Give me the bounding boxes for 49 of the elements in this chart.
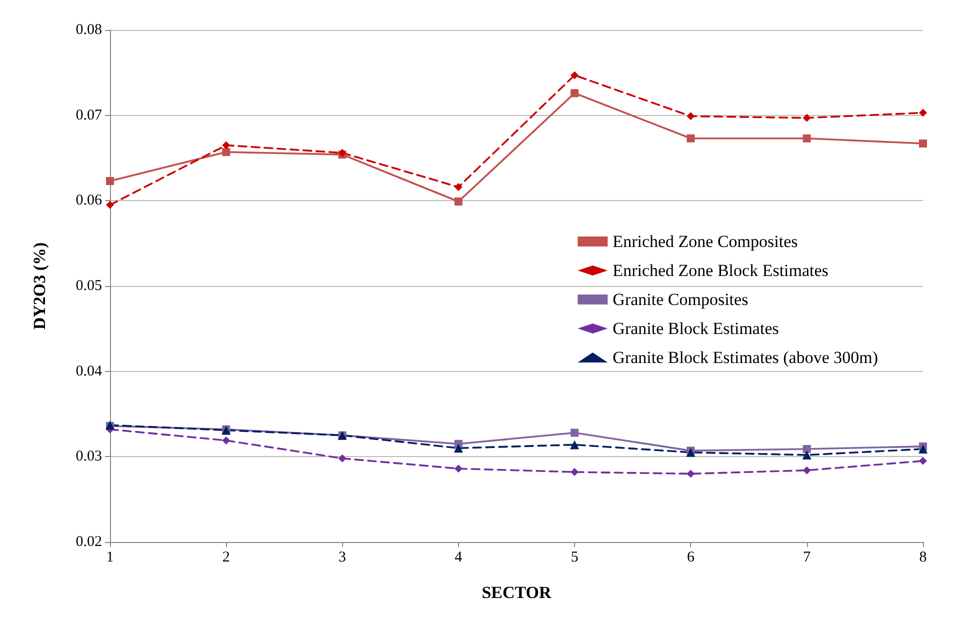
point (919, 108, 927, 117)
x-tick-label: 7 (803, 550, 812, 566)
point (570, 468, 579, 476)
point (802, 444, 811, 453)
point (919, 456, 927, 465)
point (570, 71, 579, 80)
y-tick-label: 0.05 (76, 278, 102, 294)
point (802, 466, 811, 474)
point (802, 450, 812, 460)
point (338, 454, 346, 462)
y-tick-label: 0.08 (76, 22, 102, 38)
x-tick-label: 8 (919, 550, 927, 566)
legend-label: Enriched Zone Block Estimates (612, 261, 828, 280)
point (802, 114, 811, 122)
x-tick-label: 6 (686, 550, 695, 566)
legend-label: Granite Block Estimates (above 300m) (612, 348, 878, 367)
point (686, 134, 695, 142)
x-tick-label: 2 (222, 550, 230, 566)
point (222, 436, 230, 444)
y-tick-label: 0.06 (76, 192, 102, 209)
point (570, 440, 580, 450)
x-tick-label: 5 (570, 550, 578, 566)
point (454, 464, 462, 473)
y-tick-label: 0.04 (76, 363, 102, 380)
point (919, 139, 927, 148)
x-axis-title: SECTOR (482, 583, 552, 602)
x-tick-label: 3 (338, 550, 346, 566)
x-tick-label: 4 (454, 550, 463, 566)
y-tick-label: 0.07 (76, 107, 102, 124)
y-axis-title: DY2O3 (%) (30, 242, 49, 330)
y-tick-label: 0.02 (76, 534, 102, 550)
point (454, 183, 462, 192)
point (570, 89, 579, 98)
point (222, 141, 230, 150)
legend-label: Granite Block Estimates (612, 319, 779, 338)
point (570, 428, 579, 437)
point (454, 444, 463, 453)
legend-label: Enriched Zone Composites (612, 232, 798, 251)
legend-label: Granite Composites (612, 290, 748, 309)
point (106, 177, 114, 186)
point (686, 470, 695, 478)
point (802, 134, 811, 142)
x-tick-label: 1 (106, 550, 114, 566)
point (918, 444, 928, 454)
point (454, 198, 462, 206)
point (686, 112, 695, 120)
point (106, 200, 114, 209)
point (222, 148, 230, 156)
y-tick-label: 0.03 (76, 448, 102, 465)
